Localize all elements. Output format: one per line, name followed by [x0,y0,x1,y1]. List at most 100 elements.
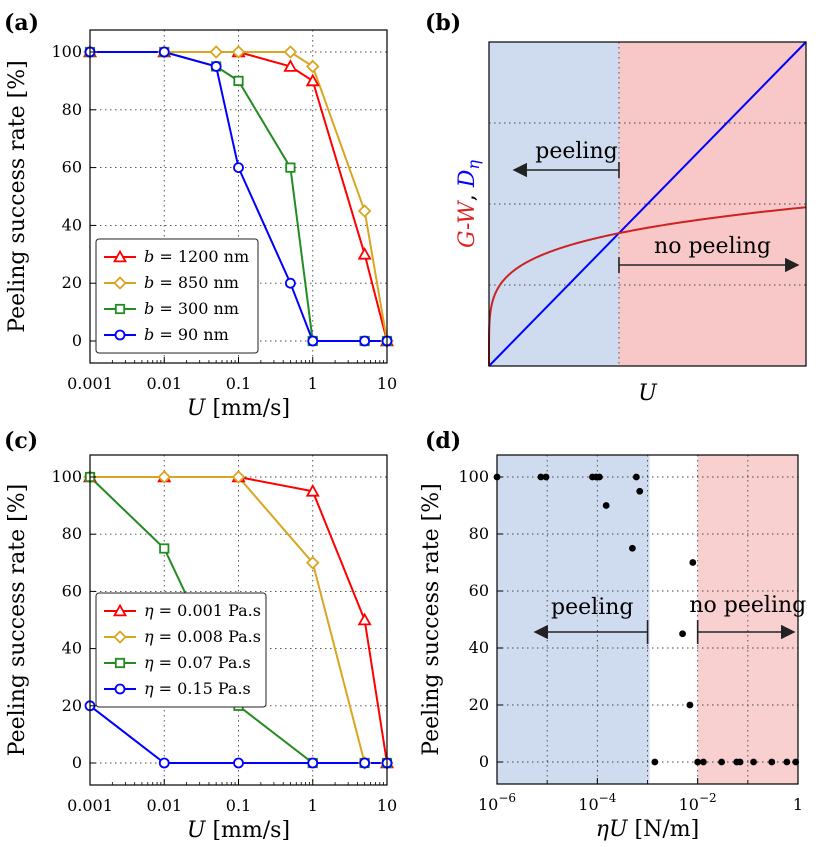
legend-swatch-marker [114,329,126,341]
y-tick-label: 0 [72,753,82,772]
y-tick-label: 80 [62,100,82,119]
panel-c-legend: η = 0.001 Pa.sη = 0.008 Pa.sη = 0.07 Pa.… [95,592,267,708]
x-tick-label: 0.01 [146,796,182,815]
panel-a-y-axis-label: Peeling success rate [%] [5,60,30,332]
panel-b-axes-frame [488,41,807,367]
y-axis-label-part: D [455,169,480,188]
panel-c-x-axis-label-unit: [mm/s] [205,818,290,843]
panel-d-y-axis-label: Peeling success rate [%] [419,483,444,755]
y-tick-label: 100 [51,467,82,486]
legend-value: = 1200 nm [154,247,249,266]
series-3-point [359,757,371,769]
x-tick-label: 10−2 [679,791,717,814]
x-tick-label: 0.01 [146,374,182,393]
legend-entry: b = 90 nm [144,325,229,344]
scatter-point [651,758,659,766]
scatter-point [537,473,545,481]
y-tick-label: 40 [62,639,82,658]
legend-box [95,592,267,708]
panel-c-x-ticks: 0.001 0.01 0.1 1 10 [67,779,397,815]
scatter-point [750,758,757,766]
legend-var: η [144,627,154,646]
panel-c-x-axis-label-var: U [187,818,207,843]
series-2-point [159,543,170,554]
y-tick-label: 60 [62,581,82,600]
x-tick-label: 0.1 [226,374,251,393]
panel-a-x-ticks: 0.001 0.01 0.1 1 10 [67,357,397,393]
legend-value: = 850 nm [154,273,239,292]
series-1-point [231,45,246,59]
y-tick-label: 100 [458,467,489,486]
panel-a: (a) 0.001 0.01 0.1 1 10 0 20 40 60 80 100 b = 120… [4,10,397,421]
peeling-region [489,42,619,366]
series-1-point [157,470,172,484]
legend-entry: b = 300 nm [144,299,239,318]
y-tick-label: 80 [62,524,82,543]
panel-a-legend: b = 1200 nmb = 850 nmb = 300 nmb = 90 nm [95,238,259,354]
panel-b-y-axis-label-text: G-W, Dη [455,160,483,248]
x-tick-exponent: −2 [699,791,717,805]
y-axis-label-part: G-W [455,199,480,248]
panel-b-grid [489,42,806,366]
legend-entry: b = 850 nm [144,273,239,292]
panel-d-x-axis-label: ηU [N/m] [596,817,699,842]
panel-b-series [488,41,807,367]
panel-c-y-axis-label: Peeling success rate [%] [5,484,30,756]
x-tick-base: 1 [793,795,803,814]
legend-var: η [144,679,154,698]
panel-d-y-ticks: 0 20 40 60 80 100 [458,467,503,771]
legend-swatch-marker [112,249,128,263]
scatter-point [699,758,707,766]
series-3-point [359,335,371,347]
legend-value: = 0.001 Pa.s [154,601,261,620]
legend-var: b [144,247,154,266]
panel-d-grid [496,455,799,784]
x-tick-label: 10−4 [578,791,616,814]
series-3-point [284,277,296,289]
y-tick-label: 0 [72,331,82,350]
legend-box [95,238,259,354]
x-tick-base: 10 [679,795,699,814]
x-tick-label: 0.1 [226,796,251,815]
series-0-point [305,483,320,497]
panel-a-x-axis-label-var: U [187,396,207,421]
legend-swatch-marker [114,657,126,669]
legend-swatch-marker [114,303,126,315]
g-w-curve [488,206,807,367]
scatter-point [602,502,610,509]
x-tick-label: 1 [308,796,318,815]
series-0-point [283,59,298,72]
panel-b-annotations: peeling no peeling [512,139,800,273]
panel-c-y-ticks: 0 20 40 60 80 100 [51,467,96,772]
legend-var: b [144,299,154,318]
no-peeling-annotation: no peeling [654,234,771,259]
panel-d-series [493,473,800,766]
legend-var: b [144,325,154,344]
x-tick-label: 1 [793,795,803,814]
panel-a-x-axis-label: U [mm/s] [187,396,290,421]
legend-swatch-marker [113,630,127,644]
no-peeling-annotation: no peeling [689,593,806,618]
series-3-point [307,335,319,347]
y-tick-label: 100 [51,42,82,61]
series-1-point [357,204,372,218]
panel-b-label: (b) [425,10,461,36]
y-tick-label: 0 [479,752,489,771]
scatter-point [636,487,644,495]
series-2-point [285,162,296,173]
panel-d-x-axis-label-var: ηU [596,817,629,842]
panel-d-x-ticks: 10−6 10−4 10−2 1 [478,778,803,814]
series-1-point [305,556,320,570]
legend-var: b [144,273,154,292]
legend-entry: η = 0.001 Pa.s [144,601,261,620]
x-tick-label: 10−6 [478,791,516,814]
peeling-region [497,455,650,784]
series-line-3 [90,51,387,342]
x-tick-label: 10 [377,374,397,393]
y-tick-label: 20 [469,695,489,714]
panel-b-x-axis-label: U [638,381,658,406]
legend-value: = 0.008 Pa.s [154,627,261,646]
series-0-point [357,246,372,260]
